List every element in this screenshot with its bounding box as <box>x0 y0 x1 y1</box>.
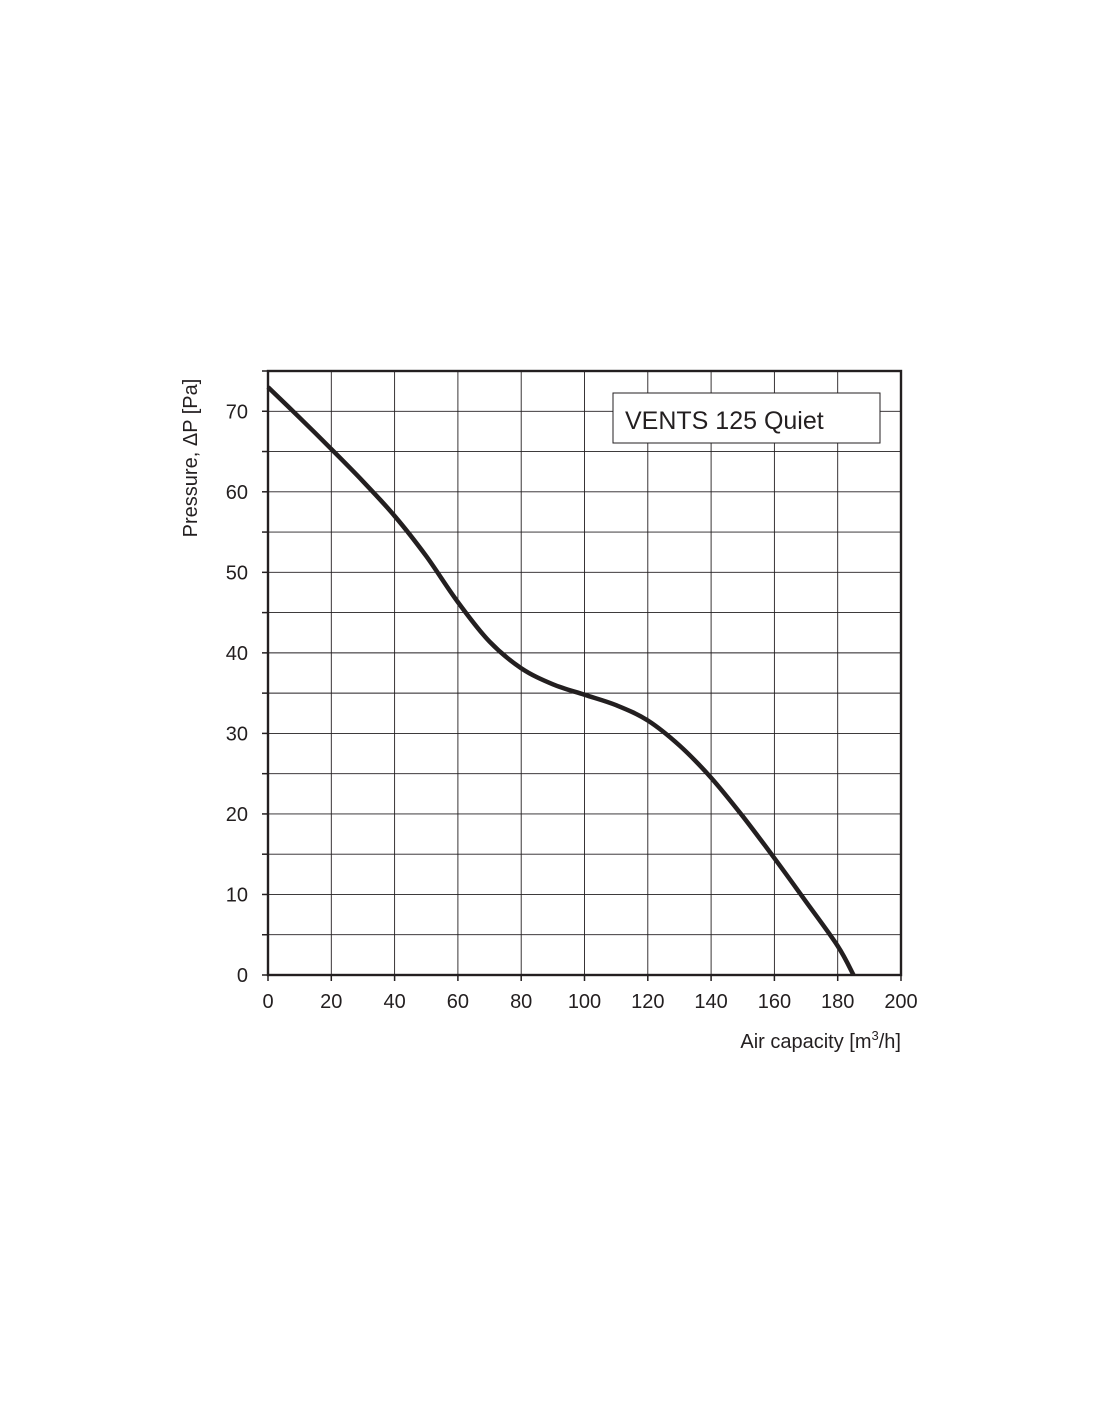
y-tick-label: 20 <box>226 804 248 826</box>
x-tick-label: 160 <box>758 991 791 1013</box>
x-tick-label: 0 <box>262 991 273 1013</box>
x-axis-label-superscript: 3 <box>872 1028 879 1043</box>
x-axis-label-main: Air capacity [m <box>740 1031 871 1053</box>
x-tick-label: 200 <box>884 991 917 1013</box>
y-tick-label: 10 <box>226 884 248 906</box>
x-tick-label: 100 <box>568 991 601 1013</box>
series-layer <box>266 385 856 977</box>
y-tick-label: 30 <box>226 723 248 745</box>
x-tick-label: 180 <box>821 991 854 1013</box>
legend-box <box>612 392 881 444</box>
y-tick-label: 60 <box>226 482 248 504</box>
x-tick-label: 120 <box>631 991 664 1013</box>
x-axis-label-tail: /h] <box>879 1031 901 1053</box>
legend-label: VENTS 125 Quiet <box>625 407 824 435</box>
x-tick-label: 20 <box>320 991 342 1013</box>
y-tick-label: 50 <box>226 562 248 584</box>
x-tick-label: 60 <box>447 991 469 1013</box>
y-axis-label: Pressure, ΔP [Pa] <box>180 379 202 538</box>
tick-labels: 0 20 40 60 80 100 120 140 160 180 200 0 10 20 30 40 50 60… <box>226 401 918 1013</box>
x-axis-label: Air capacity [m3/h] <box>740 1028 901 1053</box>
y-tick-label: 0 <box>237 965 248 987</box>
x-tick-label: 80 <box>510 991 532 1013</box>
y-tick-label: 40 <box>226 643 248 665</box>
series-line <box>266 385 856 977</box>
x-tick-label: 140 <box>694 991 727 1013</box>
y-tick-label: 70 <box>226 401 248 423</box>
legend: VENTS 125 Quiet <box>612 392 881 444</box>
x-tick-label: 40 <box>383 991 405 1013</box>
axes <box>262 369 903 981</box>
plot-frame <box>266 369 903 977</box>
